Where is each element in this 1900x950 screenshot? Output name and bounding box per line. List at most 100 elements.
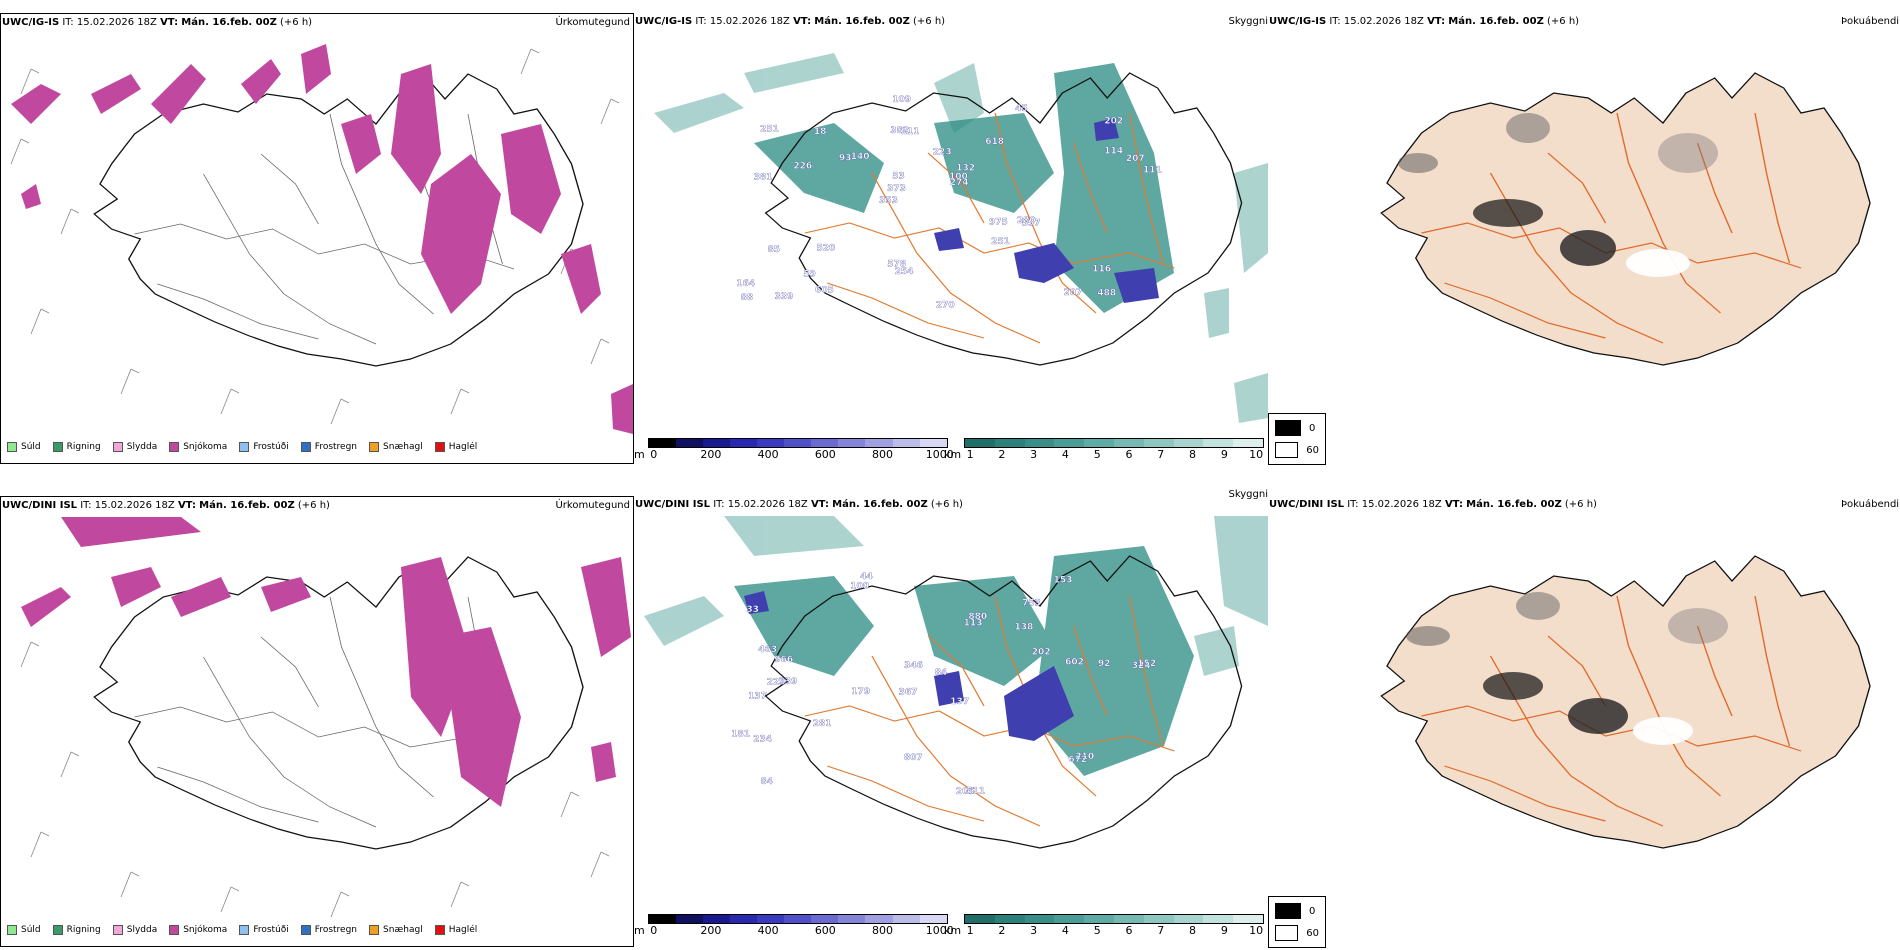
snow-areas: [11, 44, 633, 434]
colorbar-cell: [675, 915, 703, 923]
colorbar-cell: [892, 915, 920, 923]
colorbar-cell: [919, 915, 947, 923]
colorbar-cell: [994, 439, 1025, 447]
ceiling-label: 966: [774, 655, 793, 665]
ceiling-label: 975: [989, 217, 1008, 227]
ceiling-label: 88: [741, 293, 754, 303]
colorbar-tick: 200: [700, 924, 722, 937]
colorbar-cell: [811, 439, 839, 447]
vis-areas: [654, 53, 1268, 423]
colorbar-cell: [1024, 439, 1055, 447]
panel-header: UWC/IG-IS IT: 15.02.2026 18Z VT: Mán. 16…: [1269, 16, 1580, 27]
colorbar-tick: 6: [1125, 448, 1133, 461]
ceiling-label: 226: [793, 162, 812, 172]
ceiling-label: 202: [1104, 117, 1123, 127]
fog-panel-row1: UWC/IG-IS IT: 15.02.2026 18Z VT: Mán. 16…: [1268, 13, 1900, 465]
colorbar-tick: 0: [650, 924, 658, 937]
legend-item: Rigning: [52, 442, 101, 452]
cloud-map: 44 753 324 367 137 139 33 138 137 113 84 84 100 179 20…: [644, 516, 1268, 849]
cloud-panel-row1: UWC/IG-IS IT: 15.02.2026 18Z VT: Mán. 16…: [634, 13, 1268, 464]
legend-swatch: [369, 925, 380, 935]
colorbar-cell: [757, 915, 785, 923]
ceiling-label: 205: [956, 787, 975, 797]
ceiling-label: 373: [887, 184, 906, 194]
ceiling-label: 339: [775, 292, 794, 302]
ceiling-label: 59: [803, 270, 816, 280]
fog-map: [1380, 555, 1871, 849]
ceiling-label: 114: [1104, 147, 1123, 157]
colorbar-tick: 1000: [925, 448, 954, 461]
colorbar-tick: 8: [1189, 924, 1197, 937]
colorbar-cell: [675, 439, 703, 447]
legend-item: Slydda: [112, 925, 157, 935]
colorbar-cell: [811, 915, 839, 923]
colorbar-cell: [784, 915, 812, 923]
ceiling-unit: m: [634, 448, 645, 461]
legend-swatch: [169, 442, 180, 452]
ceiling-label: 254: [895, 267, 914, 277]
colorbar-cell: [1143, 915, 1174, 923]
legend-swatch: [369, 442, 380, 452]
panel-title: Skyggni: [1228, 16, 1268, 27]
legend-swatch: [52, 925, 63, 935]
legend-swatch: [112, 925, 123, 935]
ceiling-label: 807: [904, 753, 923, 763]
colorbar-tick: 9: [1220, 448, 1228, 461]
ceiling-label: 85: [768, 245, 781, 255]
fog-item: 0: [1275, 420, 1319, 436]
legend-swatch: [169, 925, 180, 935]
fog-colorbar: 0 60: [1268, 896, 1326, 948]
legend-swatch: [112, 442, 123, 452]
colorbar-tick: 200: [700, 448, 722, 461]
legend-item: Snjókoma: [169, 925, 227, 935]
ceiling-label: 45: [1015, 104, 1028, 114]
wind-barbs: [10, 48, 620, 425]
legend-item: Frostregn: [300, 925, 357, 935]
legend-swatch: [239, 925, 250, 935]
ceiling-label: 618: [985, 137, 1004, 147]
colorbar-cell: [838, 915, 866, 923]
fog-swatch: [1275, 442, 1299, 458]
colorbar-cell: [1084, 439, 1115, 447]
ceiling-label: 381: [754, 173, 773, 183]
precip-type-map: [20, 517, 631, 918]
colorbar-tick: 4: [1061, 448, 1069, 461]
colorbar-tick: 1: [966, 924, 974, 937]
colorbar-cell: [648, 915, 676, 923]
ceiling-label: 93: [839, 154, 852, 164]
colorbar-cell: [702, 439, 730, 447]
colorbar-tick: 400: [757, 448, 779, 461]
legend-item: Frostúði: [239, 925, 289, 935]
ceiling-label: 880: [968, 612, 987, 622]
ceiling-label: 270: [936, 300, 955, 310]
colorbar-cell: [730, 439, 758, 447]
ceiling-label: 280: [1017, 216, 1036, 226]
ceiling-label: 281: [813, 719, 832, 729]
colorbar-tick: 8: [1189, 448, 1197, 461]
panel-title: Úrkomutegund: [555, 500, 630, 511]
colorbar-cell: [1233, 915, 1264, 923]
cloud-map: 488 381 202 353 618 339 382 223 85 140 164 59 111 132…: [654, 53, 1268, 423]
ceiling-label: 181: [731, 730, 750, 740]
colorbar-tick: 9: [1220, 924, 1228, 937]
precip-type-panel-row2: UWC/DINI ISL IT: 15.02.2026 18Z VT: Mán.…: [0, 496, 634, 947]
colorbar-tick: 7: [1157, 448, 1165, 461]
legend-swatch: [300, 925, 311, 935]
fog-panel-row2: UWC/DINI ISL IT: 15.02.2026 18Z VT: Mán.…: [1268, 496, 1900, 948]
fog-shading: [1398, 113, 1718, 277]
ceiling-label: 132: [956, 163, 975, 173]
ceiling-label: 274: [950, 178, 969, 188]
ceiling-label: 33: [746, 605, 759, 615]
ceiling-label: 229: [767, 677, 786, 687]
colorbar-tick: 400: [757, 924, 779, 937]
ceiling-label: 113: [964, 619, 983, 629]
precip-type-map: [10, 44, 633, 434]
legend-item: Snjókoma: [169, 442, 227, 452]
ceiling-label: 116: [1092, 264, 1111, 274]
colorbar-tick: 5: [1093, 448, 1101, 461]
ceiling-unit: m: [634, 924, 645, 937]
legend-item: Frostregn: [300, 442, 357, 452]
colorbar-cell: [1173, 439, 1204, 447]
ceiling-label: 251: [760, 124, 779, 134]
ceiling-label: 353: [879, 196, 898, 206]
